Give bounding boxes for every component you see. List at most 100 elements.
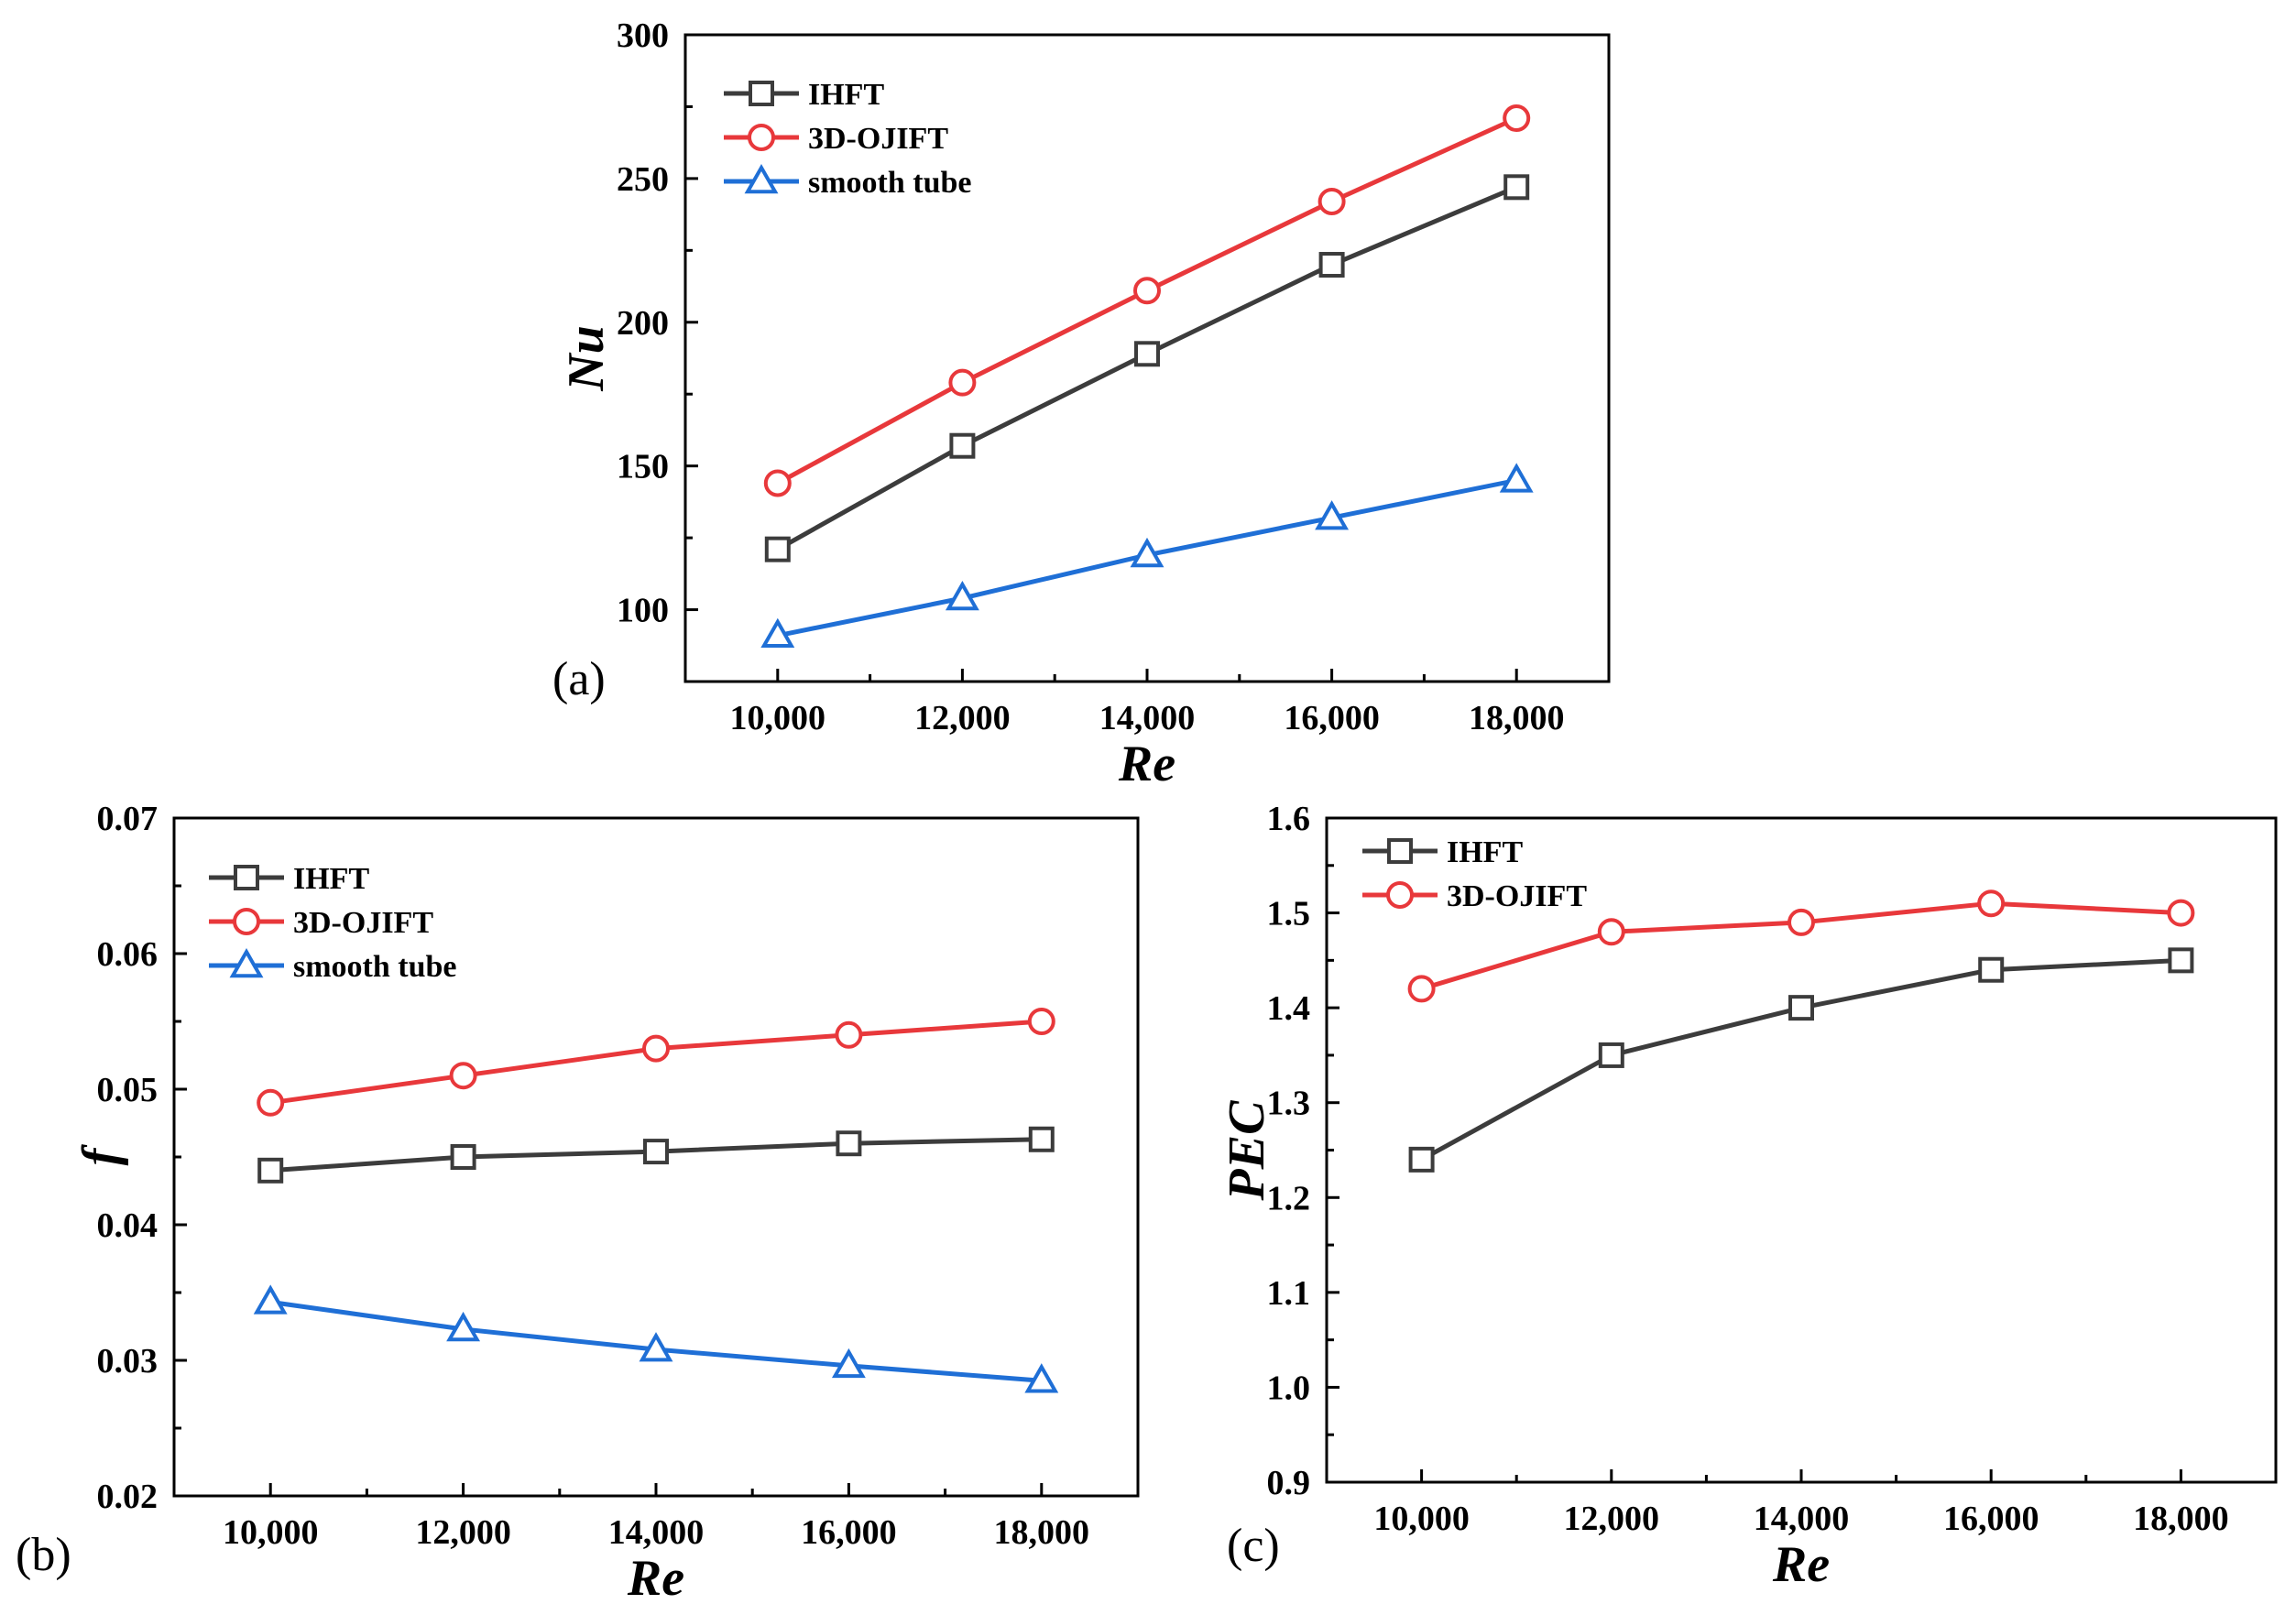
panel-label: (c) <box>1227 1520 1280 1572</box>
series-ihft <box>764 174 1530 562</box>
x-tick-label: 14,000 <box>1754 1500 1850 1538</box>
legend-label: IHFT <box>1447 835 1523 869</box>
y-tick-label: 200 <box>617 304 669 343</box>
x-tick-label: 14,000 <box>1099 699 1196 737</box>
y-tick-label: 0.05 <box>97 1071 159 1109</box>
data-point <box>1503 174 1530 201</box>
y-tick-label: 1.0 <box>1267 1369 1311 1407</box>
x-tick-label: 18,000 <box>994 1513 1090 1552</box>
data-point <box>1407 975 1436 1003</box>
data-point <box>1130 537 1164 568</box>
x-tick-label: 12,000 <box>415 1513 511 1552</box>
data-point <box>1027 1008 1055 1035</box>
data-point <box>1977 889 2006 918</box>
legend: IHFT 3D-OJIFT smooth tube <box>724 78 972 200</box>
legend-marker <box>749 81 774 106</box>
data-point <box>1598 1042 1624 1068</box>
data-point <box>253 1284 288 1315</box>
data-point <box>446 1311 481 1342</box>
legend-label: smooth tube <box>293 950 457 984</box>
x-tick-label: 16,000 <box>1943 1500 2039 1538</box>
x-tick-label: 16,000 <box>801 1513 897 1552</box>
data-point <box>945 580 979 611</box>
legend-marker <box>748 124 775 151</box>
x-axis-title: Re <box>627 1550 684 1607</box>
data-point <box>1978 956 2005 983</box>
y-tick-label: 300 <box>617 16 669 55</box>
legend: IHFT 3D-OJIFT smooth tube <box>209 862 457 984</box>
x-tick-label: 10,000 <box>730 699 826 737</box>
chart-panel-c: 10,000 12,000 14,000 16,000 18,000 0.9 1.0 1.1 1… <box>1219 800 2278 1593</box>
y-tick-label: 1.6 <box>1267 800 1311 838</box>
series-line <box>1420 957 2181 1162</box>
data-point <box>257 1088 285 1117</box>
series-ihft <box>257 1126 1055 1184</box>
legend-label: 3D-OJIFT <box>1447 879 1587 913</box>
series-3d-ojift <box>257 1008 1055 1117</box>
legend-marker <box>229 947 264 978</box>
legend-marker <box>234 865 259 890</box>
data-point <box>2168 947 2194 974</box>
y-tick-label: 1.2 <box>1267 1179 1311 1217</box>
panel-label: (a) <box>552 653 606 705</box>
y-tick-label: 1.1 <box>1267 1274 1311 1313</box>
series-ihft <box>1408 947 2194 1173</box>
x-tick-label: 12,000 <box>1564 1500 1660 1538</box>
y-tick-label: 150 <box>617 448 669 486</box>
data-point <box>1788 995 1814 1021</box>
data-point <box>1134 341 1160 367</box>
chart-panel-b: 10,000 12,000 14,000 16,000 18,000 0.02 0.03 0.… <box>16 800 1140 1607</box>
legend-marker <box>744 163 779 194</box>
y-tick-label: 1.4 <box>1267 989 1311 1028</box>
legend-label: IHFT <box>293 862 369 896</box>
data-point <box>450 1144 476 1170</box>
data-point <box>763 469 792 497</box>
series-3d-ojift <box>1407 889 2195 1003</box>
chart-panel-a: 10,000 12,000 14,000 16,000 18,000 100 150 200 2… <box>552 16 1611 792</box>
data-point <box>1315 500 1350 530</box>
data-point <box>835 1020 863 1049</box>
x-tick-label: 14,000 <box>608 1513 705 1552</box>
data-point <box>1133 277 1161 305</box>
data-point <box>1597 918 1625 946</box>
legend-label: 3D-OJIFT <box>293 906 433 940</box>
data-point <box>1788 908 1815 936</box>
y-tick-label: 250 <box>617 160 669 199</box>
y-tick-label: 0.9 <box>1267 1464 1311 1502</box>
data-point <box>760 617 795 649</box>
x-axis-title: Re <box>1118 736 1175 792</box>
x-tick-label: 10,000 <box>223 1513 319 1552</box>
y-axis-title: f <box>72 1143 129 1165</box>
y-tick-label: 0.06 <box>97 935 159 974</box>
data-point <box>948 368 977 397</box>
y-tick-label: 0.03 <box>97 1342 159 1380</box>
x-tick-label: 18,000 <box>2133 1500 2229 1538</box>
y-tick-label: 1.3 <box>1267 1085 1311 1123</box>
data-point <box>1499 463 1534 493</box>
x-axis-title: Re <box>1772 1536 1830 1593</box>
series-smooth-tube <box>253 1284 1059 1393</box>
data-point <box>831 1348 866 1379</box>
data-point <box>1408 1146 1435 1173</box>
data-point <box>949 432 976 459</box>
data-point <box>449 1062 477 1090</box>
legend: IHFT 3D-OJIFT <box>1362 835 1587 913</box>
y-tick-label: 0.04 <box>97 1206 159 1245</box>
data-point <box>1024 1363 1059 1393</box>
y-tick-label: 0.02 <box>97 1478 159 1516</box>
x-tick-label: 12,000 <box>914 699 1011 737</box>
y-tick-label: 100 <box>617 592 669 630</box>
y-tick-label: 0.07 <box>97 800 159 838</box>
x-tick-label: 10,000 <box>1373 1500 1470 1538</box>
legend-label: smooth tube <box>808 166 972 200</box>
data-point <box>836 1130 862 1157</box>
data-point <box>257 1157 284 1184</box>
x-tick-label: 16,000 <box>1284 699 1380 737</box>
data-point <box>1503 104 1531 132</box>
data-point <box>764 536 791 562</box>
legend-marker <box>1387 838 1413 864</box>
y-axis-title: Nu <box>558 325 615 392</box>
series-smooth-tube <box>760 463 1534 649</box>
y-axis-title: PEC <box>1219 1100 1275 1202</box>
